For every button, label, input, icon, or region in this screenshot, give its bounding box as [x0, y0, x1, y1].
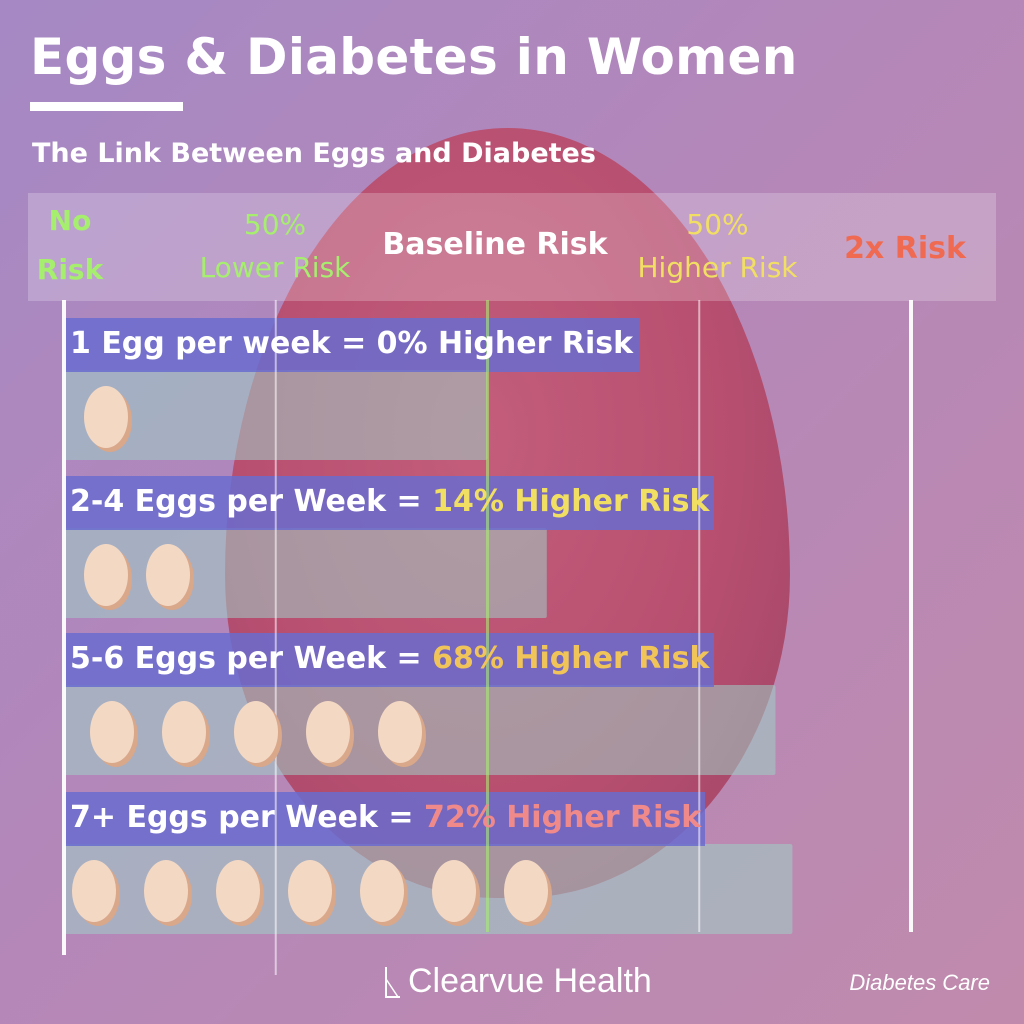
egg-icon: [84, 544, 128, 606]
logo-text: Clearvue Health: [408, 962, 652, 1000]
row-label-band: [64, 318, 640, 372]
scale-label-line: Baseline Risk: [382, 227, 608, 262]
row-label-prefix: 5-6 Eggs per Week =: [70, 641, 433, 676]
egg-icon: [162, 701, 206, 763]
egg-icon: [216, 860, 260, 922]
row-label-risk: 0% Higher Risk: [376, 326, 634, 361]
egg-icon: [72, 860, 116, 922]
page-title: Eggs & Diabetes in Women: [30, 28, 798, 86]
scale-label: 50% Lower Risk: [180, 203, 370, 290]
egg-icon: [432, 860, 476, 922]
egg-icon: [144, 860, 188, 922]
egg-icon: [84, 386, 128, 448]
egg-icon: [234, 701, 278, 763]
title-underline: [30, 102, 183, 111]
egg-icon: [306, 701, 350, 763]
row-label-risk: 68% Higher Risk: [432, 641, 710, 676]
clearvue-logo: Clearvue Health: [384, 962, 652, 1001]
logo-mark-icon: [385, 966, 400, 998]
row-label-prefix: 1 Egg per week =: [70, 326, 377, 361]
scale-label-line: Risk: [36, 253, 104, 286]
row-label: 7+ Eggs per Week = 72% Higher Risk: [70, 800, 701, 835]
row-label-band: [64, 792, 705, 846]
row-label: 2-4 Eggs per Week = 14% Higher Risk: [70, 484, 709, 519]
row-label-prefix: 7+ Eggs per Week =: [70, 800, 424, 835]
scale-label: 2x Risk: [830, 226, 980, 273]
row-label-band: [64, 476, 714, 530]
row-label: 5-6 Eggs per Week = 68% Higher Risk: [70, 641, 709, 676]
scale-label-line: 2x Risk: [844, 231, 966, 266]
row-label-risk: 14% Higher Risk: [432, 484, 710, 519]
egg-icon: [288, 860, 332, 922]
scale-label: Baseline Risk: [370, 222, 620, 269]
scale-label-line: 50%: [243, 208, 307, 241]
egg-icon: [360, 860, 404, 922]
row-label-risk: 72% Higher Risk: [423, 800, 702, 835]
scale-label-line: Higher Risk: [637, 251, 798, 285]
scale-label-line: No: [48, 204, 92, 237]
risk-scale-band: [28, 193, 996, 301]
scale-label: 50% Higher Risk: [615, 203, 820, 290]
source-citation: Diabetes Care: [849, 970, 990, 995]
egg-icon: [504, 860, 548, 922]
risk-bar: [64, 528, 547, 618]
egg-icon: [378, 701, 422, 763]
page-subtitle: The Link Between Eggs and Diabetes: [32, 138, 596, 169]
scale-label-line: Lower Risk: [199, 251, 351, 285]
egg-icon: [90, 701, 134, 763]
row-label-prefix: 2-4 Eggs per Week =: [70, 484, 433, 519]
row-label-band: [64, 633, 714, 687]
row-label: 1 Egg per week = 0% Higher Risk: [70, 326, 633, 361]
scale-label-line: 50%: [686, 208, 749, 241]
scale-label: No Risk: [30, 196, 110, 294]
egg-icon: [146, 544, 190, 606]
